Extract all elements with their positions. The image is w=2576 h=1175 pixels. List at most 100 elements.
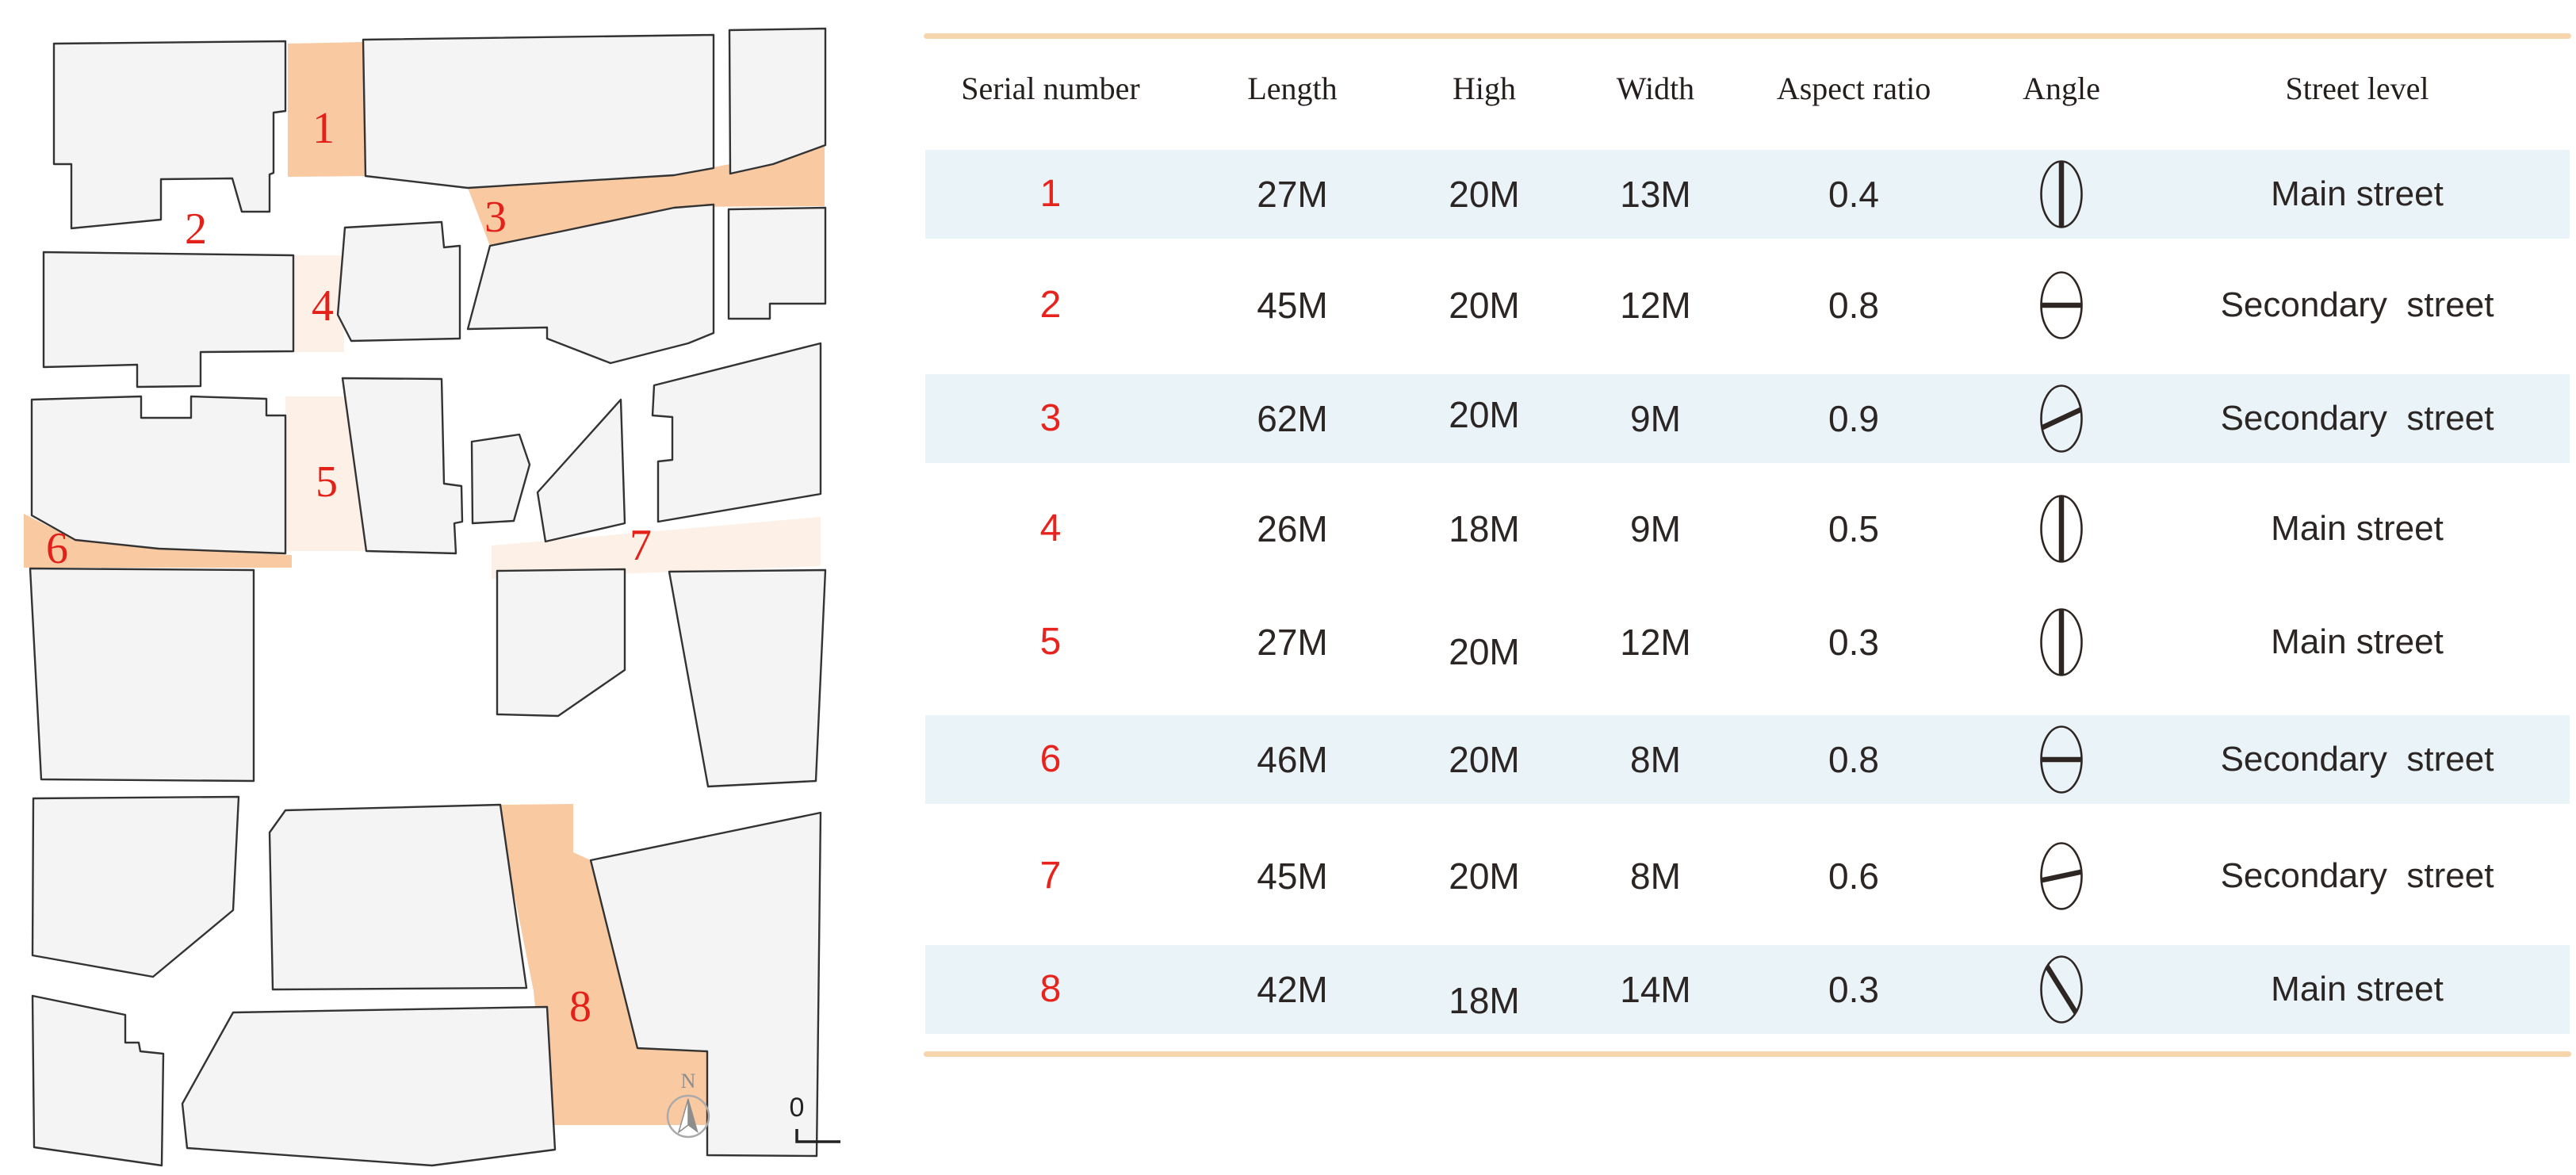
cell-length: 46M xyxy=(1257,739,1328,780)
cell-aspect-ratio: 0.5 xyxy=(1828,508,1879,549)
svg-text:N: N xyxy=(681,1070,696,1093)
table-row-stripe xyxy=(925,715,2570,804)
street-number-labels: 1 2 3 4 5 6 7 8 xyxy=(46,104,652,1031)
column-header-angle: Angle xyxy=(2023,71,2100,106)
street-number-label: 5 xyxy=(316,457,338,507)
scale-bar-label: 0 xyxy=(790,1093,805,1123)
column-header-street-level: Street level xyxy=(2285,71,2429,106)
street-metrics-table: Serial number Length High Width Aspect r… xyxy=(924,0,2573,1175)
building xyxy=(727,206,827,320)
table-row-stripe xyxy=(925,150,2570,239)
table-top-rule xyxy=(924,33,2571,39)
cell-aspect-ratio: 0.8 xyxy=(1828,739,1879,780)
cell-street-level: Secondary street xyxy=(2220,856,2494,895)
building xyxy=(181,1005,557,1167)
cell-width: 14M xyxy=(1620,969,1691,1010)
street-7-highlight xyxy=(492,517,821,579)
street-number-label: 8 xyxy=(569,982,591,1031)
building xyxy=(31,795,240,978)
angle-icon-diagonal-up-right xyxy=(2040,385,2083,453)
cell-street-level: Main street xyxy=(2271,622,2444,661)
street-number-label: 3 xyxy=(484,193,507,242)
cell-serial-number: 6 xyxy=(1039,738,1062,780)
cell-aspect-ratio: 0.8 xyxy=(1828,285,1879,326)
building xyxy=(336,220,461,343)
table-row-stripe xyxy=(925,374,2570,463)
building xyxy=(31,994,165,1167)
street-4-highlight xyxy=(293,255,344,352)
cell-aspect-ratio: 0.9 xyxy=(1828,398,1879,439)
building xyxy=(728,27,827,175)
scale-bar: 0153060m xyxy=(790,1093,840,1143)
north-arrow-icon: N xyxy=(666,1070,710,1139)
street-number-label: 1 xyxy=(312,104,335,153)
cell-street-level: Main street xyxy=(2271,174,2444,213)
building xyxy=(341,377,464,555)
street-number-label: 7 xyxy=(630,521,652,570)
angle-icon-vertical xyxy=(2040,160,2083,228)
column-header-aspect-ratio: Aspect ratio xyxy=(1776,71,1931,106)
cell-high: 18M xyxy=(1449,980,1520,1021)
building xyxy=(362,33,715,189)
building xyxy=(268,803,528,991)
cell-aspect-ratio: 0.3 xyxy=(1828,622,1879,663)
cell-street-level: Secondary street xyxy=(2220,285,2494,324)
building xyxy=(466,203,715,365)
building xyxy=(470,433,531,525)
cell-high: 20M xyxy=(1449,631,1520,672)
cell-width: 13M xyxy=(1620,174,1691,215)
street-6-highlight xyxy=(24,514,292,568)
table-row-stripe xyxy=(925,945,2570,1034)
cell-aspect-ratio: 0.4 xyxy=(1828,174,1879,215)
cell-length: 62M xyxy=(1257,398,1328,439)
building xyxy=(29,567,255,783)
cell-width: 12M xyxy=(1620,622,1691,663)
street-number-label: 4 xyxy=(312,281,334,331)
cell-serial-number: 2 xyxy=(1039,284,1062,326)
cell-serial-number: 1 xyxy=(1039,173,1062,215)
cell-serial-number: 7 xyxy=(1039,855,1062,897)
cell-aspect-ratio: 0.3 xyxy=(1828,969,1879,1010)
cell-length: 42M xyxy=(1257,969,1328,1010)
building xyxy=(651,342,822,523)
angle-icon-horizontal xyxy=(2040,271,2083,339)
building xyxy=(30,395,287,555)
cell-high: 20M xyxy=(1449,855,1520,897)
column-header-high: High xyxy=(1453,71,1516,106)
cell-length: 27M xyxy=(1257,174,1328,215)
cell-width: 9M xyxy=(1630,398,1681,439)
cell-length: 45M xyxy=(1257,855,1328,897)
column-header-length: Length xyxy=(1247,71,1338,106)
cell-width: 9M xyxy=(1630,508,1681,549)
cell-high: 20M xyxy=(1449,285,1520,326)
angle-icon-diagonal-down-right xyxy=(2040,955,2083,1024)
angle-icon-horizontal xyxy=(2040,725,2083,794)
cell-length: 26M xyxy=(1257,508,1328,549)
cell-high: 18M xyxy=(1449,508,1520,549)
cell-width: 8M xyxy=(1630,739,1681,780)
street-number-label: 2 xyxy=(185,205,207,254)
building xyxy=(536,398,626,543)
cell-aspect-ratio: 0.6 xyxy=(1828,855,1879,897)
cell-length: 45M xyxy=(1257,285,1328,326)
cell-serial-number: 8 xyxy=(1039,968,1062,1010)
cell-high: 20M xyxy=(1449,739,1520,780)
cell-serial-number: 3 xyxy=(1039,397,1062,439)
building-blocks xyxy=(29,27,827,1167)
cell-width: 8M xyxy=(1630,855,1681,897)
street-number-label: 6 xyxy=(46,524,68,573)
column-header-width: Width xyxy=(1616,71,1695,106)
angle-icon-diagonal-shallow-up-right xyxy=(2040,842,2083,910)
cell-street-level: Secondary street xyxy=(2220,399,2494,438)
cell-street-level: Secondary street xyxy=(2220,740,2494,779)
street-5-highlight xyxy=(285,396,366,551)
building xyxy=(52,40,287,230)
column-header-serial-number: Serial number xyxy=(961,71,1140,106)
street-1-highlight xyxy=(288,42,366,177)
cell-high: 20M xyxy=(1449,394,1520,435)
building xyxy=(496,568,626,718)
street-8-highlight xyxy=(500,804,707,1125)
cell-street-level: Main street xyxy=(2271,970,2444,1009)
table-bottom-rule xyxy=(924,1051,2571,1057)
